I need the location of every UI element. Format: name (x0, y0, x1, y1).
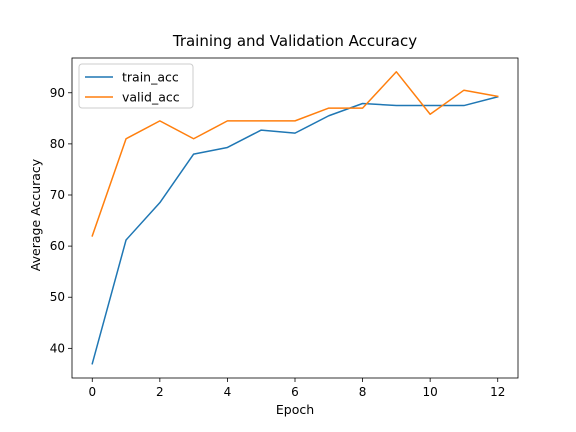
y-tick-label: 40 (50, 341, 65, 355)
x-tick-label: 6 (291, 385, 299, 399)
x-tick-label: 8 (359, 385, 367, 399)
x-tick-label: 12 (490, 385, 505, 399)
chart-title: Training and Validation Accuracy (172, 32, 417, 50)
y-tick-label: 80 (50, 137, 65, 151)
legend-label-valid_acc: valid_acc (122, 90, 180, 105)
y-tick-label: 50 (50, 290, 65, 304)
x-tick-label: 0 (88, 385, 96, 399)
legend-label-train_acc: train_acc (122, 70, 179, 85)
legend: train_acc valid_acc (78, 63, 194, 109)
series-line-train_acc (91, 95, 499, 365)
x-tick-label: 4 (224, 385, 232, 399)
y-tick-label: 60 (50, 239, 65, 253)
x-tick-label: 2 (156, 385, 164, 399)
x-axis-ticks: 0 2 4 6 8 10 12 (88, 378, 505, 399)
x-axis-label: Epoch (276, 402, 314, 417)
x-tick-label: 10 (423, 385, 438, 399)
series-layer (91, 71, 499, 365)
series-line-valid_acc (91, 71, 499, 237)
y-tick-label: 70 (50, 188, 65, 202)
y-axis-ticks: 40 50 60 70 80 90 (50, 86, 72, 355)
y-axis-label: Average Accuracy (28, 158, 43, 271)
y-tick-label: 90 (50, 86, 65, 100)
